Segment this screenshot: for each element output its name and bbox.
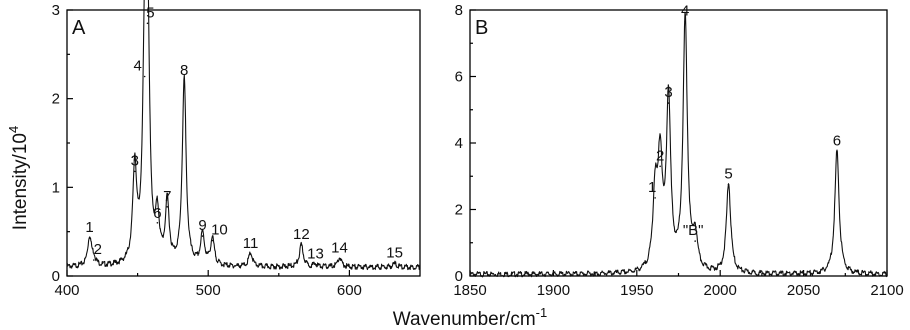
peak-label-a: 11: [243, 235, 259, 252]
spectrum-trace-b: [469, 11, 888, 278]
peak-apex-a: [143, 75, 146, 78]
peak-apex-a: [211, 239, 214, 242]
peak-apex-a: [133, 170, 136, 173]
peak-apex-b: [727, 183, 730, 186]
y-axis-title: Intensity/104: [6, 126, 31, 230]
x-tick-label-a: 600: [337, 282, 362, 299]
spectrum-trace-a: [66, 0, 421, 271]
peak-label-a: 2: [94, 241, 102, 258]
peak-label-a: 12: [293, 226, 310, 243]
y-tick-label-a: 2: [52, 91, 60, 108]
peak-label-a: 5: [146, 4, 154, 21]
y-tick-label-b: 8: [455, 2, 463, 19]
peak-label-a: 3: [131, 152, 139, 169]
y-tick-label-b: 2: [455, 202, 463, 219]
peak-label-a: 6: [153, 205, 161, 222]
x-tick-label-b: 1850: [453, 282, 486, 299]
peak-apex-a: [314, 263, 317, 266]
peak-label-b: "B": [683, 222, 704, 239]
y-tick-label-a: 1: [52, 179, 60, 196]
peak-label-b: 4: [681, 3, 689, 20]
peak-apex-b: [684, 20, 686, 23]
panel-label-b: B: [475, 17, 488, 39]
peak-apex-b: [836, 150, 838, 153]
peak-label-b: 2: [656, 147, 664, 164]
peak-label-a: 7: [163, 188, 171, 205]
y-tick-label-b: 0: [455, 268, 463, 285]
peak-label-b: 6: [833, 132, 841, 149]
peak-apex-a: [156, 222, 159, 224]
peak-label-b: 1: [648, 179, 656, 196]
x-tick-label-b: 2100: [870, 282, 903, 299]
peak-label-a: 8: [180, 62, 188, 79]
peak-apex-a: [249, 253, 252, 255]
y-tick-label-b: 6: [455, 69, 463, 86]
panel-label-a: A: [72, 17, 86, 39]
peak-label-a: 9: [198, 217, 206, 234]
peak-apex-b: [659, 165, 661, 168]
peak-apex-a: [166, 206, 169, 208]
peak-label-a: 10: [211, 222, 228, 239]
x-tick-label-b: 1950: [620, 282, 653, 299]
peak-apex-a: [146, 22, 149, 25]
y-tick-label-a: 0: [52, 268, 60, 285]
peak-label-a: 1: [85, 219, 93, 236]
peak-label-a: 14: [331, 239, 348, 256]
peak-label-b: 3: [664, 84, 672, 101]
peak-apex-a: [300, 244, 303, 246]
peak-apex-b: [694, 240, 696, 242]
peak-apex-a: [201, 235, 204, 237]
peak-label-a: 13: [307, 245, 324, 262]
peak-apex-b: [667, 102, 670, 104]
peak-apex-a: [183, 80, 185, 82]
peak-label-b: 5: [724, 166, 732, 183]
x-axis-title-text: Wavenumber/cm: [393, 309, 536, 330]
peak-apex-b: [654, 197, 656, 199]
y-tick-label-b: 4: [455, 135, 463, 152]
x-tick-label-b: 1900: [537, 282, 570, 299]
x-tick-label-a: 400: [54, 282, 79, 299]
plot-frame-b: [469, 9, 888, 277]
y-axis-title-text: Intensity/10: [10, 133, 31, 230]
x-axis-title-exponent: -1: [536, 305, 548, 320]
x-axis-title: Wavenumber/cm-1: [393, 305, 547, 330]
y-tick-label-a: 3: [52, 2, 60, 19]
peak-label-a: 4: [133, 58, 141, 75]
x-tick-label-a: 500: [196, 282, 221, 299]
peak-apex-a: [393, 262, 396, 265]
y-axis-title-exponent: 4: [6, 126, 21, 133]
peak-apex-a: [93, 259, 95, 261]
peak-apex-a: [88, 237, 91, 239]
peak-label-a: 15: [386, 245, 403, 262]
x-tick-label-b: 2000: [704, 282, 737, 299]
x-tick-label-b: 2050: [787, 282, 820, 299]
peak-apex-a: [338, 257, 341, 260]
